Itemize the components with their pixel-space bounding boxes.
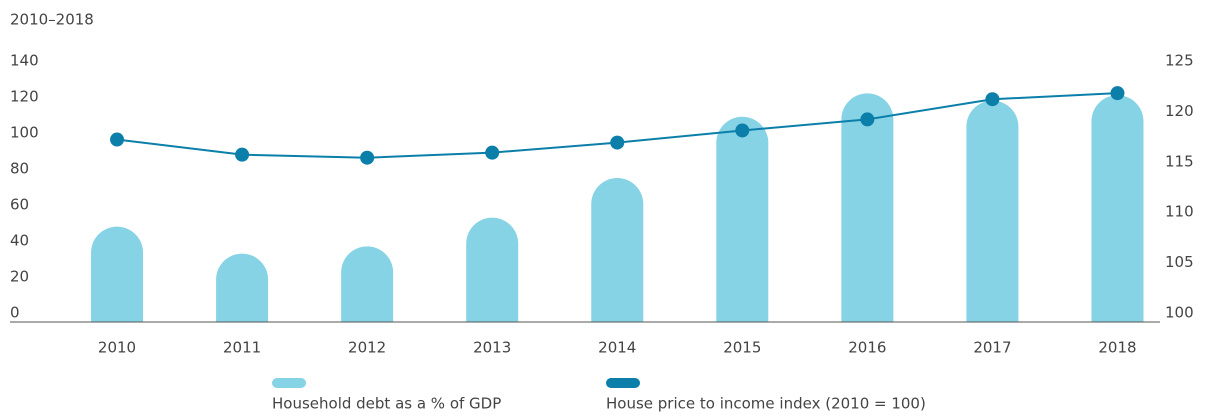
y2-tick-label: 100 <box>1165 304 1194 322</box>
y-tick-label: 120 <box>10 88 39 106</box>
y2-tick-label: 120 <box>1165 102 1194 120</box>
x-tick-label: 2016 <box>848 339 886 357</box>
x-tick-label: 2014 <box>598 339 636 357</box>
bar <box>91 226 144 322</box>
bar <box>341 246 394 322</box>
y2-tick-label: 105 <box>1165 253 1194 271</box>
y2-tick-label: 110 <box>1165 203 1194 221</box>
bar <box>716 116 769 322</box>
y-tick-label: 140 <box>10 52 39 70</box>
y-tick-label: 20 <box>10 268 29 286</box>
chart-subtitle: 2010–2018 <box>10 11 94 29</box>
bar <box>841 93 894 322</box>
x-tick-label: 2010 <box>98 339 136 357</box>
legend-swatch <box>606 378 640 388</box>
bar <box>966 100 1019 322</box>
y2-tick-label: 125 <box>1165 52 1194 70</box>
legend-swatch <box>272 378 306 388</box>
line-point <box>860 112 875 127</box>
x-tick-label: 2011 <box>223 339 261 357</box>
line-point <box>610 135 625 150</box>
x-tick-label: 2015 <box>723 339 761 357</box>
bar <box>1091 95 1144 322</box>
y-tick-label: 60 <box>10 196 29 214</box>
bar <box>591 178 644 322</box>
y-tick-label: 100 <box>10 124 39 142</box>
legend-label: House price to income index (2010 = 100) <box>606 395 926 413</box>
line-point <box>985 92 1000 107</box>
line-point <box>110 132 125 147</box>
legend-label: Household debt as a % of GDP <box>272 395 501 413</box>
line-point <box>1110 86 1125 101</box>
y2-tick-label: 115 <box>1165 152 1194 170</box>
y-tick-label: 80 <box>10 160 29 178</box>
bar <box>466 217 519 322</box>
line-point <box>485 145 500 160</box>
x-tick-label: 2017 <box>973 339 1011 357</box>
y-tick-label: 0 <box>10 304 20 322</box>
x-tick-label: 2018 <box>1098 339 1136 357</box>
line-point <box>735 123 750 138</box>
x-tick-label: 2012 <box>348 339 386 357</box>
line-point <box>360 150 375 165</box>
y-tick-label: 40 <box>10 232 29 250</box>
bar <box>216 253 269 322</box>
x-tick-label: 2013 <box>473 339 511 357</box>
line-point <box>235 147 250 162</box>
